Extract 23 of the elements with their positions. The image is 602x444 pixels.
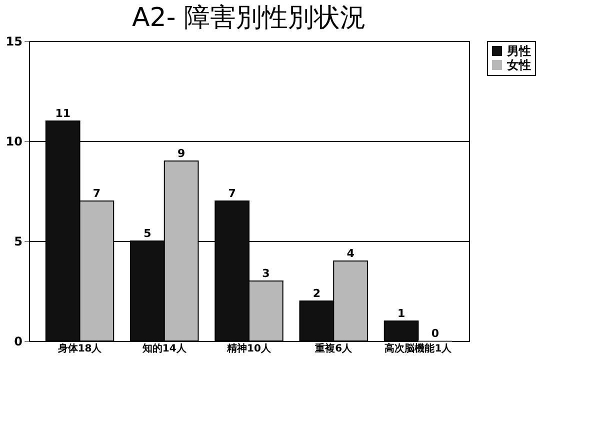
data-label: 3 [262,267,270,280]
chart-title: A2- 障害別性別状況 [132,3,366,33]
y-tick-label: 15 [6,34,22,48]
x-tick-label: 知的14人 [141,342,188,354]
legend-label: 女性 [506,58,531,72]
y-tick-label: 5 [14,234,22,248]
data-label: 7 [228,187,236,200]
data-label: 0 [431,327,440,340]
data-label: 9 [177,147,186,160]
x-tick-label: 高次脳機能1人 [384,342,453,354]
data-label: 11 [55,107,70,120]
data-label: 4 [346,247,355,260]
x-tick-label: 重複6人 [314,342,354,354]
data-label: 5 [144,227,152,240]
x-tick-label: 身体18人 [56,342,103,354]
data-label: 7 [92,187,101,200]
data-label: 2 [312,287,321,300]
y-tick-label: 0 [14,334,22,348]
bar [384,320,419,342]
data-label: 1 [397,307,406,320]
legend-label: 男性 [506,44,531,58]
y-tick-label: 10 [6,134,22,148]
x-tick-label: 精神10人 [226,342,272,354]
